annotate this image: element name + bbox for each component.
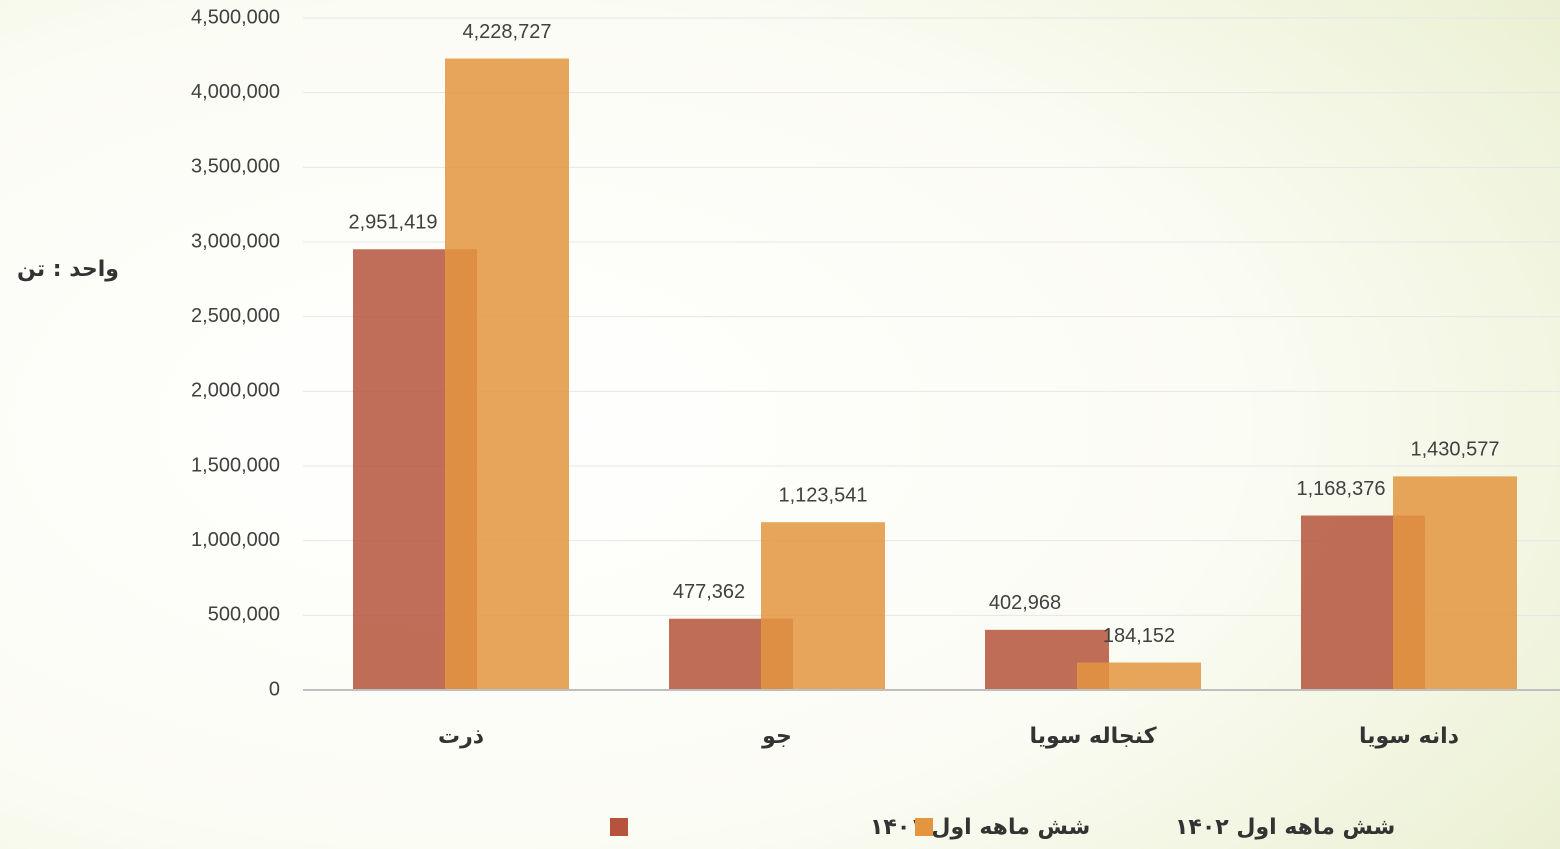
- value-label: 402,968: [989, 592, 1061, 614]
- y-tick-label: 500,000: [208, 604, 280, 626]
- x-tick-label: دانه سویا: [1359, 724, 1459, 749]
- y-tick-label: 3,500,000: [191, 156, 280, 178]
- legend-label: شش ماهه اول ۱۴۰۲: [1175, 815, 1395, 840]
- bar: [761, 522, 885, 690]
- y-tick-label: 3,000,000: [191, 230, 280, 252]
- y-tick-label: 4,500,000: [191, 6, 280, 28]
- value-label: 4,228,727: [463, 21, 552, 43]
- value-label: 2,951,419: [349, 212, 438, 234]
- legend-swatch: [610, 818, 628, 836]
- value-label: 1,168,376: [1297, 478, 1386, 500]
- bar: [445, 58, 569, 690]
- legend-label: شش ماهه اول ۱۴۰۱: [870, 815, 1090, 840]
- y-tick-label: 1,500,000: [191, 454, 280, 476]
- value-label: 184,152: [1103, 625, 1175, 647]
- y-tick-label: 2,000,000: [191, 380, 280, 402]
- y-axis-label: واحد : تن: [17, 257, 119, 282]
- x-tick-label: کنجاله سویا: [1029, 724, 1156, 749]
- value-label: 477,362: [673, 581, 745, 603]
- x-tick-label: ذرت: [438, 724, 484, 749]
- bar: [1393, 476, 1517, 690]
- value-label: 1,430,577: [1411, 439, 1500, 461]
- legend-swatch: [915, 818, 933, 836]
- value-label: 1,123,541: [779, 484, 868, 506]
- y-tick-label: 4,000,000: [191, 81, 280, 103]
- y-tick-label: 1,000,000: [191, 529, 280, 551]
- y-tick-label: 2,500,000: [191, 305, 280, 327]
- bar: [1077, 662, 1201, 690]
- x-tick-label: جو: [761, 724, 792, 749]
- y-tick-label: 0: [269, 678, 280, 700]
